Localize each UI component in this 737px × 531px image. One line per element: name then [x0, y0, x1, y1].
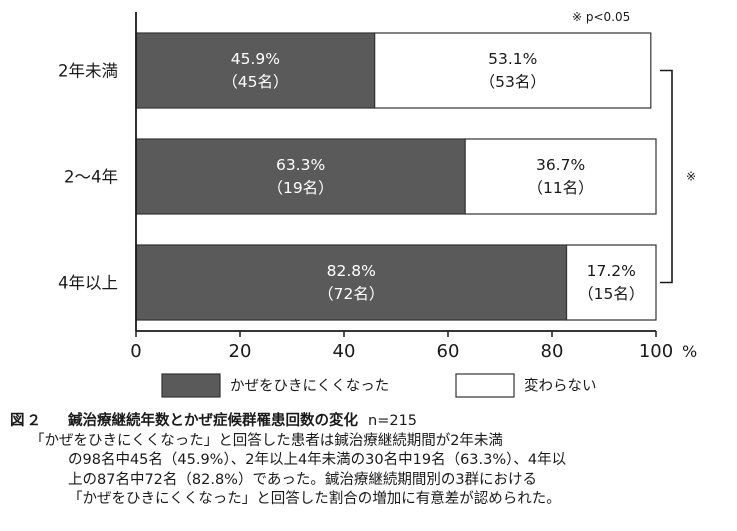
legend-label: 変わらない	[524, 378, 597, 395]
legend-swatch	[161, 373, 221, 398]
bar-count-label: （45名）	[222, 73, 288, 91]
bar-unchanged-3	[565, 244, 657, 321]
caption-line-3: 上の87名中72名（82.8%）であった。鍼治療継続期間別の3群における	[68, 471, 538, 488]
bar-count-label: （19名）	[267, 179, 333, 197]
bar-unchanged-2	[464, 138, 657, 215]
figure-number: 図２	[10, 413, 43, 429]
bar-value-label: 53.1%	[488, 50, 537, 68]
figure-title: 鍼治療継続年数とかぜ症候群罹患回数の変化	[68, 413, 358, 429]
bar-count-label: （72名）	[318, 285, 384, 303]
bar-count-label: （53名）	[480, 73, 546, 91]
caption-line-2: の98名中45名（45.9%）、2年以上4年未満の30名中19名（63.3%）、…	[68, 452, 567, 468]
x-axis: 0 20 40 60 80 100%	[130, 12, 697, 362]
x-tick-label: 80	[541, 341, 564, 362]
legend-label: かぜをひきにくくなった	[230, 378, 389, 395]
x-tick-label: 40	[333, 341, 356, 362]
bar-value-label: 63.3%	[276, 156, 325, 174]
x-tick-label: 100	[639, 341, 673, 362]
caption-line-1: 「かぜをひきにくくなった」と回答した患者は鍼治療継続期間が2年未満	[30, 432, 503, 449]
bracket-line	[660, 69, 673, 284]
bar-value-label: 36.7%	[536, 156, 585, 174]
x-unit-label: %	[682, 342, 697, 361]
legend: かぜをひきにくくなった 変わらない	[161, 373, 597, 398]
bracket-mark: ※	[686, 170, 696, 184]
x-tick-label: 20	[229, 341, 252, 362]
bar-easier-1	[135, 32, 376, 109]
category-label: 2年未満	[58, 62, 118, 81]
bar-easier-3	[135, 244, 568, 321]
bar-value-label: 17.2%	[587, 262, 636, 280]
x-tick-label: 60	[437, 341, 460, 362]
caption-heading: 図２ 鍼治療継続年数とかぜ症候群罹患回数の変化 n=215	[10, 412, 732, 432]
category-label: 4年以上	[58, 274, 118, 293]
bar-easier-2	[135, 138, 466, 215]
category-label: 2～4年	[64, 168, 118, 187]
legend-swatch	[455, 373, 515, 398]
significance-bracket: ※	[660, 69, 696, 284]
bar-count-label: （11名）	[527, 179, 593, 197]
stacked-bar-chart: 45.9% （45名） 53.1% （53名） 63.3% （19名） 36.7% （11名）…	[58, 10, 697, 398]
figure-caption: 図２ 鍼治療継続年数とかぜ症候群罹患回数の変化 n=215 「かぜをひきにくくな…	[10, 412, 732, 510]
bar-count-label: （15名）	[578, 285, 644, 303]
significance-note: ※ p<0.05	[572, 10, 630, 24]
bar-value-label: 82.8%	[327, 262, 376, 280]
category-labels: 2年未満 2～4年 4年以上	[58, 62, 118, 293]
bar-value-label: 45.9%	[231, 50, 280, 68]
caption-line-4: 「かぜをひきにくくなった」と回答した割合の増加に有意差が認められた。	[68, 491, 561, 507]
bar-area: 45.9% （45名） 53.1% （53名） 63.3% （19名） 36.7% （11名）…	[135, 32, 657, 321]
x-tick-label: 0	[130, 341, 141, 362]
sample-size: n=215	[368, 413, 418, 429]
bar-unchanged-1	[374, 32, 652, 109]
